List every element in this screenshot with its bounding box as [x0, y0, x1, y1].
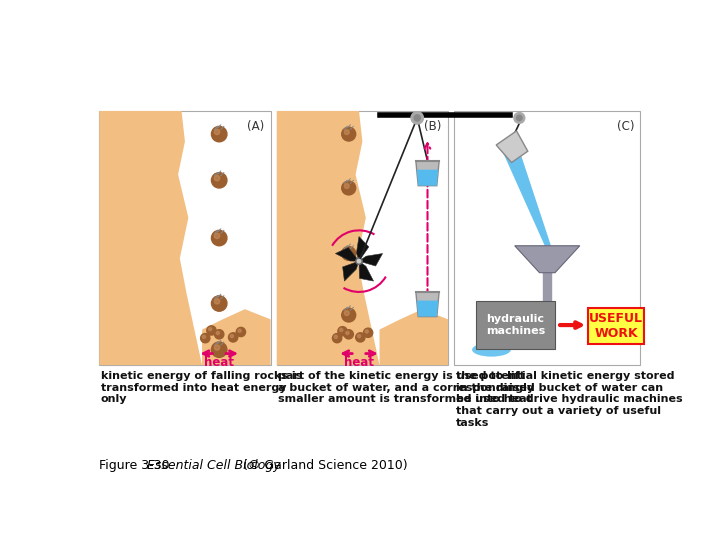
Polygon shape — [99, 111, 202, 365]
Ellipse shape — [472, 343, 510, 356]
Text: the potential kinetic energy stored
in the raised bucket of water can
be used to: the potential kinetic energy stored in t… — [456, 372, 683, 428]
Circle shape — [215, 345, 220, 350]
Circle shape — [207, 326, 216, 335]
Circle shape — [342, 181, 356, 195]
Circle shape — [357, 259, 361, 263]
Text: part of the kinetic energy is used to lift
a bucket of water, and a correspondin: part of the kinetic energy is used to li… — [279, 372, 534, 404]
Circle shape — [201, 334, 210, 343]
Text: heat: heat — [344, 356, 374, 369]
Bar — [99, 111, 271, 365]
Circle shape — [228, 333, 238, 342]
Circle shape — [514, 112, 525, 123]
Circle shape — [236, 327, 246, 336]
Polygon shape — [416, 292, 439, 316]
Circle shape — [333, 334, 342, 343]
Circle shape — [215, 176, 220, 181]
Polygon shape — [336, 247, 359, 261]
Polygon shape — [276, 111, 379, 365]
Circle shape — [212, 126, 227, 142]
Text: (A): (A) — [247, 120, 264, 133]
Circle shape — [517, 115, 522, 120]
Text: (© Garland Science 2010): (© Garland Science 2010) — [239, 458, 408, 472]
FancyBboxPatch shape — [476, 301, 555, 349]
Circle shape — [344, 184, 349, 188]
Circle shape — [334, 335, 338, 339]
Circle shape — [212, 342, 227, 357]
Circle shape — [342, 308, 356, 322]
Polygon shape — [343, 261, 359, 281]
Circle shape — [364, 328, 373, 338]
Circle shape — [230, 334, 233, 338]
Bar — [454, 111, 640, 365]
Polygon shape — [417, 301, 438, 316]
Circle shape — [342, 247, 356, 260]
FancyBboxPatch shape — [588, 308, 644, 343]
Text: Essential Cell Biology: Essential Cell Biology — [148, 458, 281, 472]
Circle shape — [346, 332, 349, 335]
Circle shape — [356, 258, 362, 265]
Circle shape — [344, 130, 349, 134]
Circle shape — [357, 334, 361, 338]
Polygon shape — [416, 161, 439, 186]
Polygon shape — [359, 254, 382, 266]
Circle shape — [212, 231, 227, 246]
Text: hydraulic
machines: hydraulic machines — [486, 314, 545, 336]
Circle shape — [414, 115, 420, 121]
Circle shape — [215, 330, 224, 339]
Circle shape — [216, 332, 220, 335]
Circle shape — [356, 333, 365, 342]
Circle shape — [212, 296, 227, 311]
Circle shape — [215, 299, 220, 304]
Polygon shape — [276, 309, 448, 365]
Circle shape — [365, 330, 369, 333]
Circle shape — [212, 173, 227, 188]
Circle shape — [340, 328, 343, 332]
Circle shape — [209, 328, 212, 331]
Text: Figure 3-30: Figure 3-30 — [99, 458, 178, 472]
Text: kinetic energy of falling rocks is
transformed into heat energy
only: kinetic energy of falling rocks is trans… — [101, 372, 302, 404]
Polygon shape — [359, 261, 374, 281]
Text: heat: heat — [204, 356, 234, 369]
Polygon shape — [496, 131, 528, 163]
Polygon shape — [356, 237, 369, 261]
Circle shape — [238, 329, 241, 332]
Polygon shape — [417, 170, 438, 186]
Circle shape — [215, 129, 220, 134]
Circle shape — [411, 112, 423, 124]
Text: USEFUL
WORK: USEFUL WORK — [589, 312, 643, 340]
Circle shape — [344, 330, 354, 339]
Polygon shape — [99, 309, 271, 365]
Polygon shape — [515, 246, 580, 273]
Circle shape — [344, 249, 349, 254]
Polygon shape — [503, 153, 551, 246]
Bar — [276, 111, 448, 365]
Circle shape — [338, 327, 347, 336]
Text: (B): (B) — [425, 120, 442, 133]
Circle shape — [202, 335, 206, 339]
Circle shape — [215, 233, 220, 239]
Text: (C): (C) — [616, 120, 634, 133]
Circle shape — [344, 310, 349, 315]
Circle shape — [342, 127, 356, 141]
